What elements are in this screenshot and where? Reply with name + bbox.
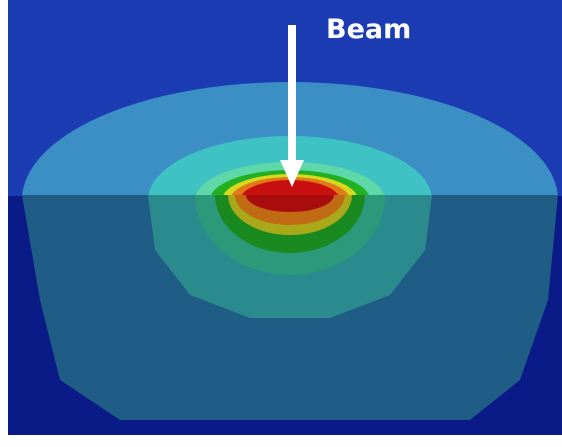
beam-label: Beam: [326, 14, 411, 45]
simulation-figure: Beam: [0, 0, 562, 447]
